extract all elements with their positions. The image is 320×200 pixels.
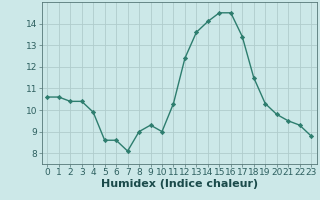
X-axis label: Humidex (Indice chaleur): Humidex (Indice chaleur) (100, 179, 258, 189)
